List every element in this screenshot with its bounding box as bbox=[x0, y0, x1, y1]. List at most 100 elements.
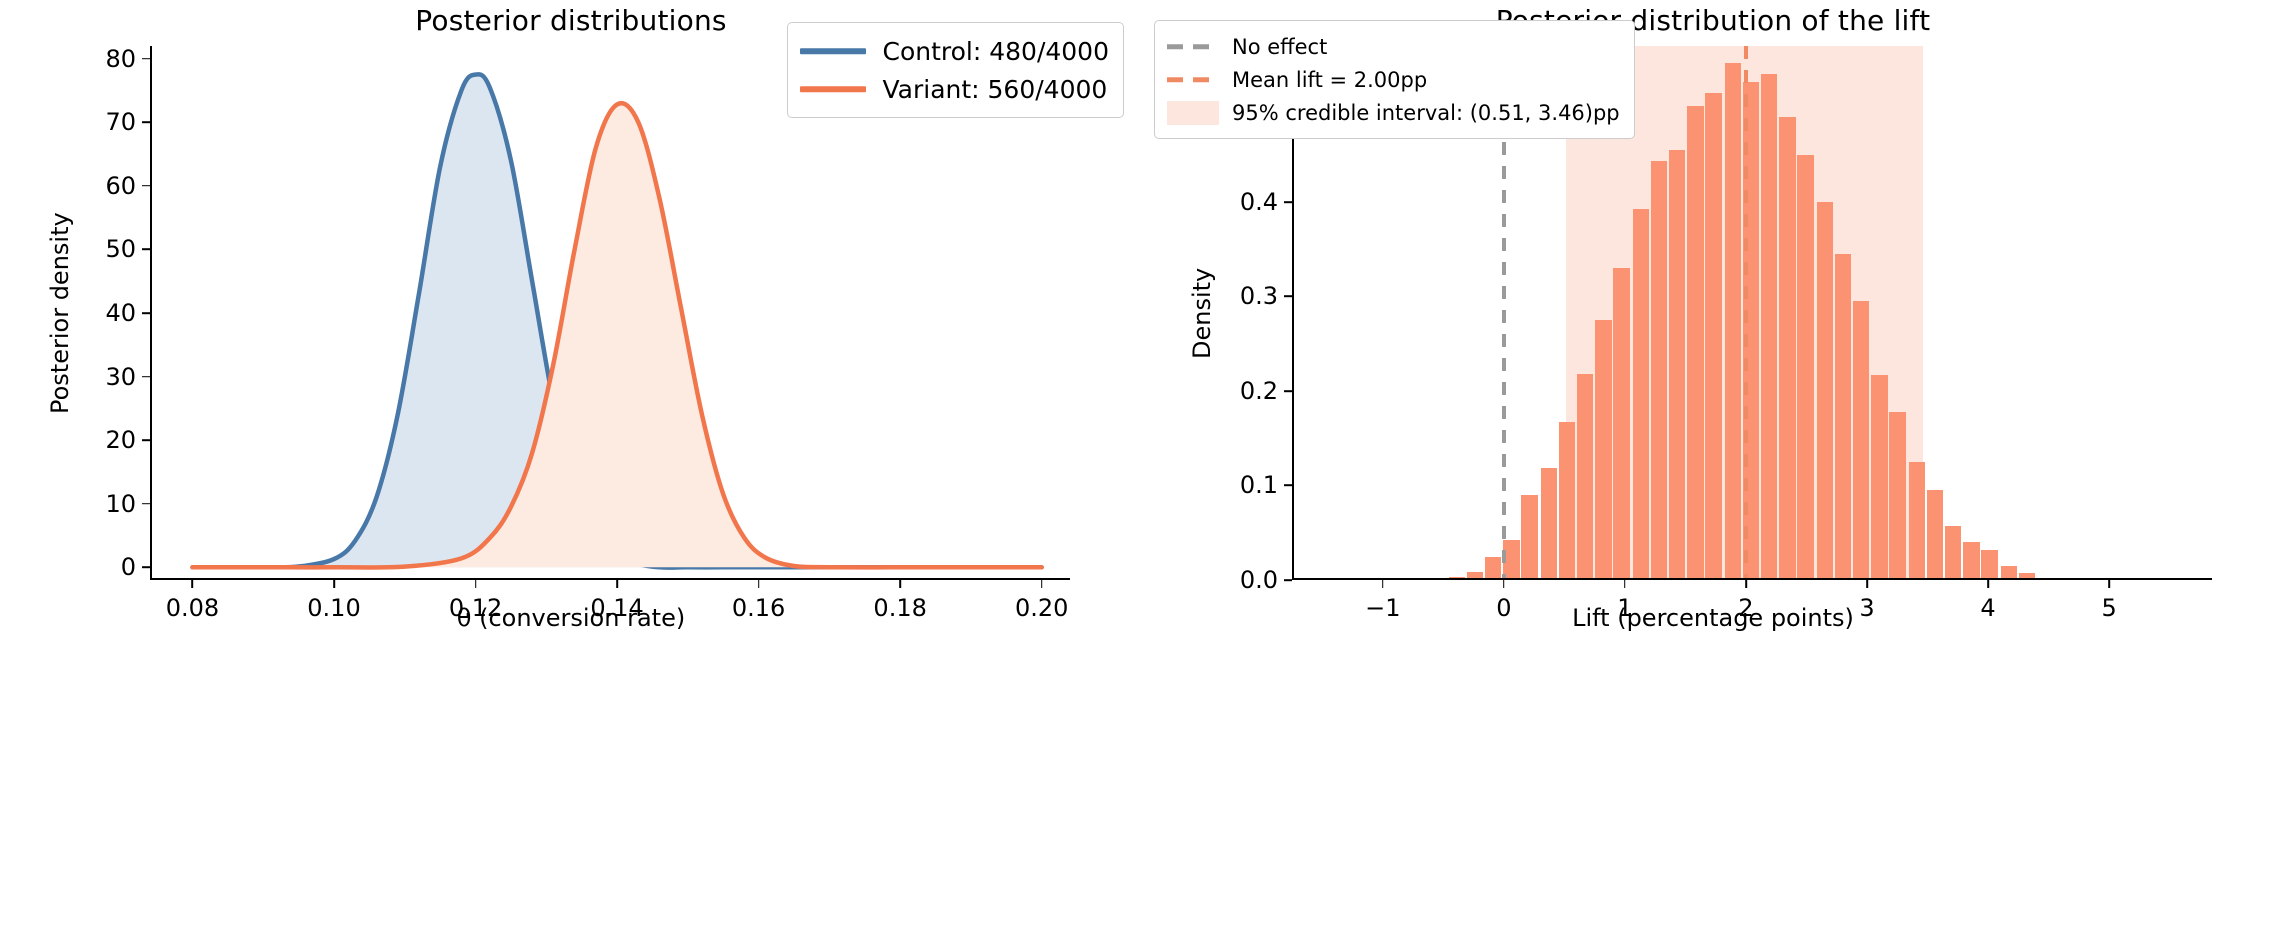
right-axis-spine-y bbox=[1292, 46, 1294, 580]
left-panel-title: Posterior distributions bbox=[415, 4, 727, 37]
histogram-bar bbox=[1871, 374, 1888, 580]
y-tick-label: 40 bbox=[105, 299, 136, 327]
x-tick-label: 4 bbox=[1980, 594, 1996, 622]
y-tick-label: 60 bbox=[105, 171, 136, 200]
histogram-bar bbox=[1705, 93, 1722, 580]
y-tick-label: 70 bbox=[105, 108, 136, 137]
right-axis-spine-x bbox=[1292, 578, 2212, 580]
right-x-axis-label: Lift (percentage points) bbox=[1572, 604, 1854, 632]
y-tick-label: 20 bbox=[105, 426, 136, 455]
x-tick-label: 0.08 bbox=[165, 594, 220, 622]
left-curves bbox=[150, 46, 1070, 580]
density-fill-1 bbox=[192, 103, 1042, 568]
left-axis-spine-y bbox=[150, 46, 152, 580]
x-tick-label: −1 bbox=[1365, 594, 1401, 622]
y-tick-mark bbox=[1284, 390, 1292, 392]
histogram-bar bbox=[2018, 573, 2036, 580]
histogram-bar bbox=[1668, 149, 1686, 580]
y-tick-mark bbox=[142, 566, 150, 569]
legend-key-dashed-line-icon bbox=[1167, 69, 1219, 91]
legend-key-dashed-line-icon bbox=[1167, 36, 1219, 58]
left-plot-area: 0 10 20 30 40 50 60 70 80 0.08 0.10 0.12 0.14 0.16 0.… bbox=[105, 45, 1070, 622]
y-tick-mark bbox=[142, 439, 150, 441]
y-tick-label: 0.1 bbox=[1239, 471, 1278, 500]
y-tick-mark bbox=[142, 375, 150, 378]
x-tick-label: 0.20 bbox=[1014, 594, 1069, 622]
x-tick-mark bbox=[757, 580, 760, 588]
y-tick-mark bbox=[1284, 579, 1292, 581]
histogram-bar bbox=[1834, 253, 1852, 580]
x-tick-label: 2 bbox=[1738, 594, 1754, 622]
x-tick-label: 0.10 bbox=[307, 594, 361, 622]
panel-posterior-lift: Posterior distribution of the lift 0.0 0.… bbox=[1142, 0, 2284, 940]
legend-label: No effect bbox=[1232, 34, 1328, 59]
legend-item: 95% credible interval: (0.51, 3.46)pp bbox=[1167, 96, 1620, 129]
histogram-bar bbox=[1908, 461, 1926, 580]
histogram-bar bbox=[1540, 468, 1558, 580]
legend-item: Mean lift = 2.00pp bbox=[1167, 63, 1620, 96]
legend-key-line-icon bbox=[800, 78, 867, 100]
histogram-bar bbox=[1466, 571, 1484, 580]
x-tick-label: 0 bbox=[1496, 594, 1512, 622]
histogram-bar bbox=[1687, 105, 1704, 580]
legend-label: Variant: 560/4000 bbox=[882, 74, 1108, 104]
left-y-axis-label: Posterior density bbox=[46, 212, 74, 414]
x-tick-mark bbox=[616, 580, 618, 588]
y-tick-mark bbox=[1284, 295, 1292, 298]
right-y-axis-label: Density bbox=[1188, 267, 1216, 359]
histogram-bar bbox=[2000, 565, 2018, 580]
y-tick-label: 0 bbox=[120, 553, 136, 582]
histogram-bar bbox=[1944, 526, 1962, 580]
legend-label: 95% credible interval: (0.51, 3.46)pp bbox=[1232, 100, 1620, 125]
right-legend: No effect Mean lift = 2.00pp 95% credible … bbox=[1154, 20, 1635, 139]
y-tick-mark bbox=[142, 121, 150, 124]
legend-item: Control: 480/4000 bbox=[800, 32, 1109, 70]
y-tick-mark bbox=[142, 312, 150, 314]
histogram-bar bbox=[1595, 320, 1612, 580]
legend-label: Mean lift = 2.00pp bbox=[1232, 67, 1428, 92]
x-tick-mark bbox=[333, 580, 335, 588]
histogram-bar bbox=[1797, 154, 1814, 580]
histogram-bar bbox=[1650, 161, 1668, 580]
y-tick-label: 0.0 bbox=[1239, 566, 1278, 594]
panel-posterior-distributions: Posterior distributions 0 10 20 30 40 50 60 70 8… bbox=[46, 4, 1124, 632]
x-tick-label: 1 bbox=[1617, 594, 1633, 622]
left-legend: Control: 480/4000 Variant: 560/4000 bbox=[787, 22, 1124, 118]
x-tick-label: 0.12 bbox=[448, 594, 503, 622]
y-tick-label: 50 bbox=[105, 235, 136, 264]
histogram-bar bbox=[1852, 301, 1870, 580]
x-tick-mark bbox=[1987, 580, 1989, 588]
histogram-bar bbox=[1779, 116, 1796, 580]
histogram-bar bbox=[1613, 268, 1630, 580]
x-tick-label: 0.18 bbox=[873, 594, 927, 622]
y-tick-mark bbox=[1284, 201, 1292, 203]
histogram-bar bbox=[1889, 411, 1906, 580]
x-tick-mark bbox=[1745, 580, 1747, 588]
y-tick-label: 0.4 bbox=[1239, 187, 1278, 216]
legend-item: Variant: 560/4000 bbox=[800, 70, 1109, 108]
y-tick-mark bbox=[142, 248, 150, 251]
legend-label: Control: 480/4000 bbox=[882, 36, 1109, 66]
histogram-bar bbox=[1558, 422, 1576, 580]
mean-lift-line bbox=[1743, 46, 1748, 580]
x-tick-mark bbox=[2108, 580, 2110, 588]
legend-key-patch-icon bbox=[1167, 100, 1219, 125]
x-tick-label: 5 bbox=[2101, 594, 2117, 622]
y-tick-mark bbox=[1284, 484, 1292, 487]
x-tick-label: 0.16 bbox=[731, 594, 786, 622]
x-tick-mark bbox=[191, 580, 194, 588]
histogram-bar bbox=[1503, 540, 1520, 580]
histogram-bar bbox=[1724, 63, 1742, 580]
histogram-bar bbox=[1632, 208, 1650, 580]
left-x-axis-label: θ (conversion rate) bbox=[456, 604, 686, 632]
histogram-bar bbox=[1576, 373, 1594, 580]
x-tick-label: 0.14 bbox=[590, 594, 644, 622]
y-tick-label: 0.2 bbox=[1239, 376, 1278, 405]
no-effect-line bbox=[1501, 46, 1506, 580]
y-tick-mark bbox=[142, 57, 150, 60]
legend-item: No effect bbox=[1167, 30, 1620, 63]
histogram-bar bbox=[1981, 549, 1998, 580]
x-tick-mark bbox=[1503, 580, 1505, 588]
y-tick-label: 0.3 bbox=[1239, 282, 1278, 311]
